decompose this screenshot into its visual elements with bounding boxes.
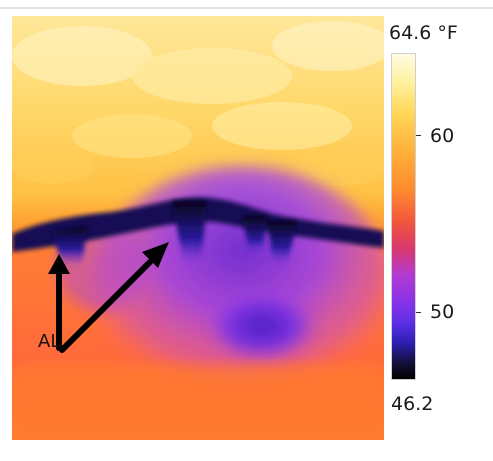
scale-tick-label-lower: 50 xyxy=(430,301,455,323)
annotation-label: AL xyxy=(38,331,61,352)
cold-streaks xyxy=(52,201,297,266)
scale-tick-upper xyxy=(416,135,421,136)
upper-warm-texture xyxy=(12,21,384,186)
temperature-scale-bar xyxy=(391,53,416,380)
arrow-diagonal-head xyxy=(142,242,169,268)
top-border xyxy=(0,0,493,9)
thermal-image-canvas xyxy=(12,16,384,440)
scale-tick-lower xyxy=(416,312,421,313)
scale-max-label: 64.6 °F xyxy=(389,22,458,44)
scale-min-label: 46.2 xyxy=(391,393,434,415)
thermal-image xyxy=(12,16,384,440)
cold-spot xyxy=(207,291,317,361)
annotation-arrows xyxy=(48,242,169,353)
arrow-vertical-head xyxy=(48,254,70,274)
arrow-diagonal xyxy=(59,259,153,353)
scale-tick-label-upper: 60 xyxy=(430,125,455,147)
lower-warm-band xyxy=(12,366,384,440)
